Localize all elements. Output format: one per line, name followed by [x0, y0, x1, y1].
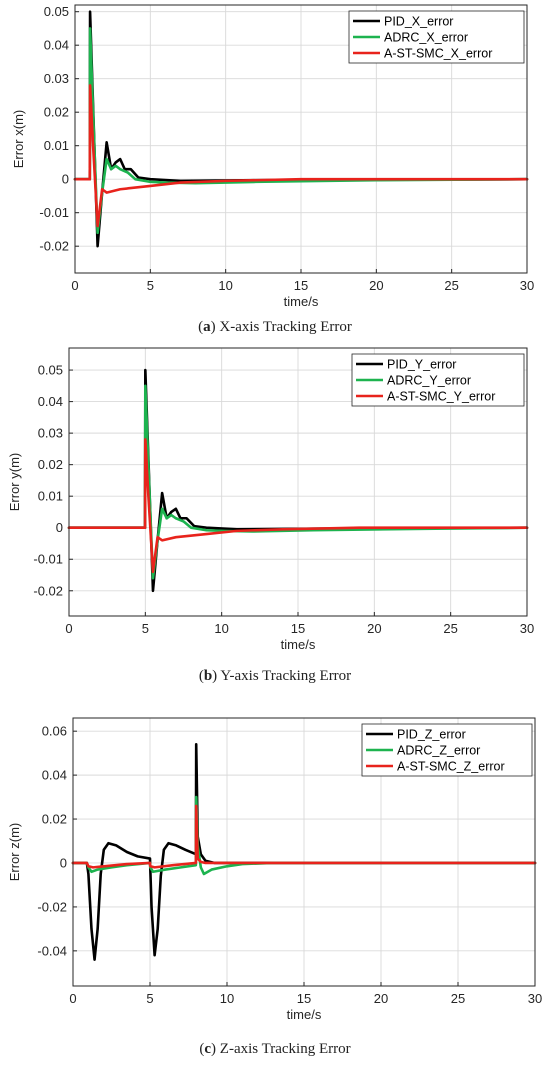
y-tick-label: -0.04: [37, 943, 67, 958]
legend-label-pid: PID_Z_error: [397, 728, 466, 742]
y-tick-label: -0.02: [39, 239, 69, 254]
y-axis-label: Error x(m): [11, 110, 26, 169]
y-tick-label: 0.01: [44, 138, 69, 153]
series-lines: [71, 743, 537, 961]
x-tick-label: 5: [142, 621, 149, 636]
y-tick-label: 0.02: [38, 457, 63, 472]
panel-a: 0 5 10 15 20 25 30 0.05 0.04 0.03 0.02 0.01 0 -0.01 -…: [11, 4, 534, 335]
caption-c: (c) Z-axis Tracking Error: [199, 1041, 350, 1057]
legend-label-smc: A-ST-SMC_X_error: [384, 47, 492, 61]
y-tick-label: 0.04: [44, 38, 69, 53]
x-tick-label: 30: [520, 621, 534, 636]
y-tick-label: -0.01: [33, 552, 63, 567]
x-tick-label: 20: [367, 621, 381, 636]
x-tick-label: 25: [443, 621, 457, 636]
x-tick-label: 25: [444, 278, 458, 293]
series-line-adrc: [73, 27, 529, 235]
caption-b: (b) Y-axis Tracking Error: [199, 668, 351, 684]
legend-label-adrc: ADRC_Y_error: [387, 374, 471, 388]
legend-label-pid: PID_Y_error: [387, 358, 456, 372]
y-tick-label: 0.05: [44, 4, 69, 19]
x-tick-label: 0: [71, 278, 78, 293]
y-tick-label: 0.04: [38, 394, 63, 409]
panel-c: 0 5 10 15 20 25 30 0.06 0.04 0.02 0 -0.02 -0.04 Err…: [7, 717, 542, 1057]
x-tick-label: 30: [520, 278, 534, 293]
series-line-smc: [71, 804, 537, 869]
plot-frame: [72, 717, 536, 987]
y-tick-label: 0.01: [38, 489, 63, 504]
legend: PID_Z_error ADRC_Z_error A-ST-SMC_Z_erro…: [361, 723, 533, 777]
legend-label-pid: PID_X_error: [384, 15, 453, 29]
y-tick-label: 0.02: [42, 812, 67, 827]
x-tick-label: 5: [147, 278, 154, 293]
x-tick-label: 5: [146, 991, 153, 1006]
x-tick-label: 10: [214, 621, 228, 636]
x-ticks: 0 5 10 15 20 25 30: [65, 612, 534, 636]
x-tick-label: 0: [65, 621, 72, 636]
y-tick-label: 0.02: [44, 105, 69, 120]
y-tick-label: 0: [60, 855, 67, 870]
x-tick-label: 20: [369, 278, 383, 293]
x-ticks: 0 5 10 15 20 25 30: [71, 269, 534, 293]
x-tick-label: 10: [218, 278, 232, 293]
series-line-smc: [73, 84, 529, 228]
x-ticks: 0 5 10 15 20 25 30: [69, 982, 542, 1006]
y-tick-label: 0.03: [38, 426, 63, 441]
y-ticks: 0.06 0.04 0.02 0 -0.02 -0.04: [37, 724, 77, 958]
y-tick-label: 0.04: [42, 768, 67, 783]
series-line-smc: [67, 438, 529, 574]
series-lines: [73, 10, 529, 248]
legend-label-smc: A-ST-SMC_Z_error: [397, 760, 505, 774]
y-tick-label: -0.01: [39, 205, 69, 220]
x-tick-label: 30: [528, 991, 542, 1006]
x-tick-label: 20: [374, 991, 388, 1006]
y-ticks: 0.05 0.04 0.03 0.02 0.01 0 -0.01 -0.02: [33, 363, 73, 598]
legend: PID_X_error ADRC_X_error A-ST-SMC_X_erro…: [348, 10, 525, 64]
y-axis-label: Error z(m): [7, 823, 22, 882]
y-tick-label: 0.06: [42, 724, 67, 739]
x-tick-label: 15: [294, 278, 308, 293]
y-tick-label: 0.05: [38, 363, 63, 378]
legend-label-adrc: ADRC_X_error: [384, 31, 468, 45]
y-tick-label: 0.03: [44, 71, 69, 86]
legend-label-smc: A-ST-SMC_Y_error: [387, 390, 495, 404]
x-axis-label: time/s: [287, 1007, 322, 1022]
y-tick-label: 0: [56, 520, 63, 535]
plot-frame: [68, 347, 528, 617]
y-tick-label: 0: [62, 172, 69, 187]
x-tick-label: 25: [451, 991, 465, 1006]
y-tick-label: -0.02: [33, 583, 63, 598]
x-tick-label: 15: [297, 991, 311, 1006]
x-tick-label: 15: [291, 621, 305, 636]
legend-label-adrc: ADRC_Z_error: [397, 744, 480, 758]
panel-b: 0 5 10 15 20 25 30 0.05 0.04 0.03 0.02 0.01 0 -0.01 -…: [7, 347, 534, 684]
x-tick-label: 10: [220, 991, 234, 1006]
series-line-adrc: [71, 795, 537, 876]
caption-a: (a) X-axis Tracking Error: [198, 319, 352, 335]
y-axis-label: Error y(m): [7, 453, 22, 512]
legend: PID_Y_error ADRC_Y_error A-ST-SMC_Y_erro…: [351, 353, 525, 407]
x-axis-label: time/s: [281, 637, 316, 652]
x-axis-label: time/s: [284, 294, 319, 309]
series-lines: [67, 368, 529, 593]
y-ticks: 0.05 0.04 0.03 0.02 0.01 0 -0.01 -0.02: [39, 4, 79, 254]
x-tick-label: 0: [69, 991, 76, 1006]
y-tick-label: -0.02: [37, 899, 67, 914]
plot-frame: [74, 4, 528, 274]
